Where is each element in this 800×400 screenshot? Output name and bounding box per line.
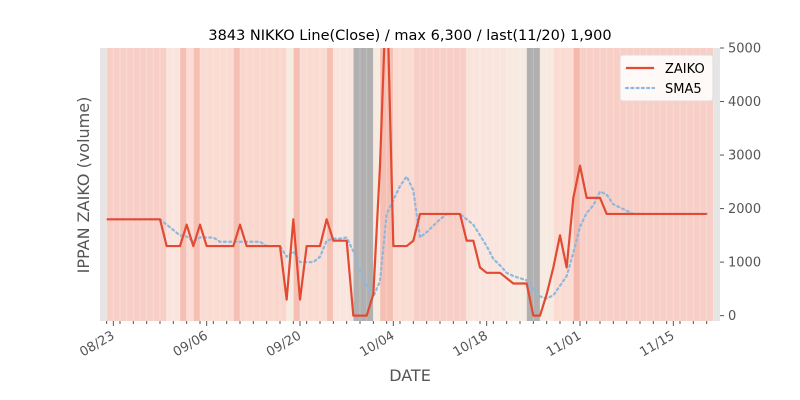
background-band: [373, 48, 380, 321]
background-band: [300, 48, 327, 321]
chart-title: 3843 NIKKO Line(Close) / max 6,300 / las…: [208, 28, 611, 44]
background-band: [713, 48, 720, 321]
legend-label-sma5: SMA5: [665, 82, 702, 97]
x-axis-label: DATE: [389, 366, 431, 385]
background-band: [186, 48, 194, 321]
background-band: [540, 48, 554, 321]
background-band: [240, 48, 287, 321]
background-band: [106, 48, 167, 321]
series-line-zaiko: [106, 48, 707, 317]
series-line-sma5: [132, 175, 708, 300]
y-axis: 0 1000 2000 3000 4000 5000: [720, 42, 761, 324]
y-tick-label: 2000: [728, 202, 761, 217]
background-band: [413, 48, 467, 321]
background-band: [166, 48, 180, 321]
background-band: [506, 48, 527, 321]
y-tick-label: 3000: [728, 149, 761, 164]
background-band: [466, 48, 507, 321]
legend-box: [619, 54, 714, 102]
background-band: [326, 48, 334, 321]
y-tick-label: 1000: [728, 256, 761, 271]
series-group: [106, 48, 708, 317]
background-band: [233, 48, 240, 321]
y-axis-label: IPPAN ZAIKO (volume): [74, 97, 93, 274]
y-tick-label: 4000: [728, 95, 761, 110]
background-band: [293, 48, 300, 321]
background-band: [393, 48, 414, 321]
background-band: [180, 48, 187, 321]
legend: ZAIKO SMA5: [619, 54, 714, 102]
y-tick-label: 5000: [728, 42, 761, 57]
background-band: [193, 48, 200, 321]
background-band: [526, 48, 540, 321]
background-band: [286, 48, 294, 321]
y-tick-label: 0: [728, 309, 736, 324]
background-band: [353, 48, 374, 321]
background-band: [100, 48, 107, 321]
background-band: [200, 48, 234, 321]
legend-label-zaiko: ZAIKO: [665, 62, 705, 77]
